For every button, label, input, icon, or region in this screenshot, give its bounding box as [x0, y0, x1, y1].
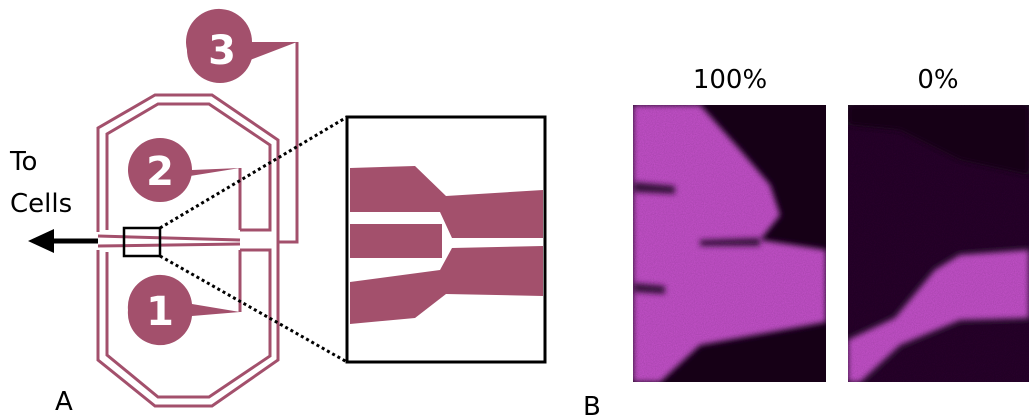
image-0 [848, 105, 1029, 382]
image-label: 100% [693, 65, 767, 95]
output-label: To [9, 147, 37, 177]
image-label: 0% [917, 65, 958, 95]
inlet-label: 1 [146, 289, 174, 335]
inlet-label: 2 [146, 149, 174, 195]
panel-label: A [55, 387, 73, 417]
figure: 3 2 1 To Cells A 100% 0% B [0, 0, 1029, 418]
device: 3 2 1 [28, 9, 545, 406]
output-label: Cells [10, 189, 72, 219]
inlet-label: 3 [208, 28, 236, 74]
panel-label: B [583, 392, 601, 418]
image-100 [633, 105, 826, 382]
